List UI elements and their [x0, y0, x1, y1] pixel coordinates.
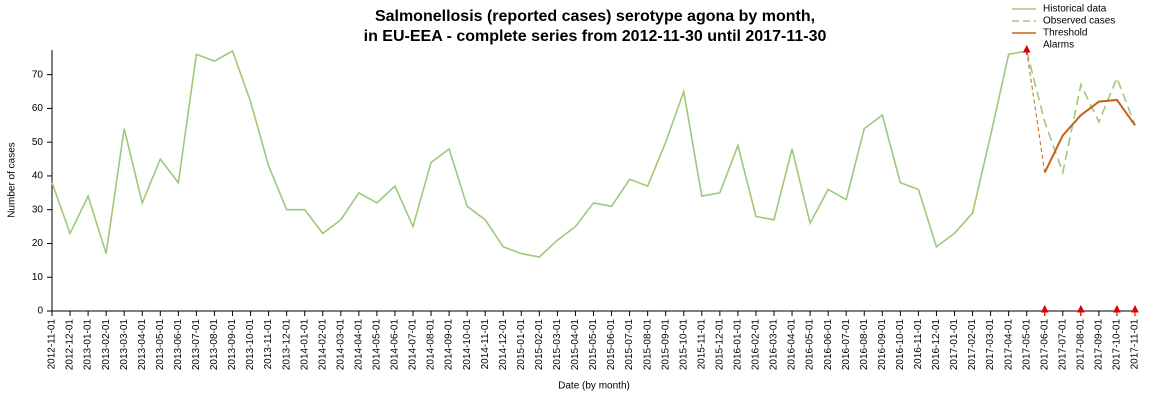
- y-tick-label: 60: [32, 103, 44, 114]
- x-tick-label: 2013-06-01: [173, 319, 184, 371]
- x-tick-label: 2017-05-01: [1021, 319, 1032, 371]
- x-tick-label: 2014-03-01: [335, 319, 346, 371]
- x-tick-label: 2015-02-01: [534, 319, 545, 371]
- x-tick-label: 2013-05-01: [155, 319, 166, 371]
- series-line: [1043, 98, 1136, 173]
- y-tick-label: 0: [37, 306, 43, 317]
- y-tick-label: 70: [32, 69, 44, 80]
- x-tick-label: 2014-02-01: [317, 319, 328, 371]
- x-tick-label: 2016-09-01: [877, 319, 888, 371]
- x-tick-label: 2016-03-01: [769, 319, 780, 371]
- y-tick-label: 10: [32, 272, 44, 283]
- y-tick-label: 50: [32, 137, 44, 148]
- x-tick-label: 2014-04-01: [353, 319, 364, 371]
- x-tick-label: 2013-12-01: [281, 319, 292, 371]
- x-tick-label: 2016-02-01: [751, 319, 762, 371]
- x-tick-label: 2015-04-01: [570, 319, 581, 371]
- alarm-marker: [1077, 304, 1085, 315]
- x-tick-label: 2016-08-01: [859, 319, 870, 371]
- legend-label: Alarms: [1043, 40, 1074, 51]
- x-tick-label: 2017-11-01: [1130, 319, 1141, 370]
- x-tick-label: 2017-08-01: [1075, 319, 1086, 371]
- x-tick-label: 2016-12-01: [931, 319, 942, 371]
- x-tick-label: 2014-05-01: [372, 319, 383, 371]
- alarm-marker: [1022, 44, 1031, 55]
- x-tick-label: 2014-12-01: [498, 319, 509, 371]
- x-tick-label: 2017-10-01: [1112, 319, 1123, 371]
- x-tick-label: 2017-09-01: [1094, 319, 1105, 371]
- y-tick-label: 20: [32, 238, 44, 249]
- y-axis-label: Number of cases: [7, 142, 18, 218]
- x-tick-label: 2013-10-01: [245, 319, 256, 371]
- legend-label: Threshold: [1043, 28, 1087, 39]
- x-tick-label: 2013-09-01: [227, 319, 238, 371]
- x-tick-label: 2014-11-01: [480, 319, 491, 370]
- x-tick-label: 2016-05-01: [805, 319, 816, 371]
- x-tick-label: 2014-07-01: [408, 319, 419, 371]
- x-tick-label: 2015-08-01: [642, 319, 653, 371]
- x-tick-label: 2014-09-01: [444, 319, 455, 371]
- alarm-marker: [1131, 304, 1139, 315]
- x-tick-label: 2017-02-01: [967, 319, 978, 371]
- x-axis-label: Date (by month): [558, 381, 630, 392]
- y-tick-label: 40: [32, 171, 44, 182]
- x-tick-label: 2016-01-01: [733, 319, 744, 371]
- x-tick-label: 2014-06-01: [390, 319, 401, 371]
- legend-label: Observed cases: [1043, 16, 1115, 27]
- x-tick-label: 2015-05-01: [588, 319, 599, 371]
- alarm-marker: [1040, 304, 1049, 315]
- x-tick-label: 2015-11-01: [696, 319, 707, 370]
- x-tick-label: 2015-10-01: [678, 319, 689, 371]
- x-tick-label: 2014-01-01: [299, 319, 310, 371]
- x-tick-label: 2015-07-01: [624, 319, 635, 371]
- x-tick-label: 2015-12-01: [714, 319, 725, 371]
- x-tick-label: 2012-11-01: [47, 319, 58, 370]
- x-tick-label: 2016-06-01: [823, 319, 834, 371]
- x-tick-label: 2016-07-01: [841, 319, 852, 371]
- x-tick-label: 2016-11-01: [913, 319, 924, 370]
- x-tick-label: 2014-10-01: [462, 319, 473, 371]
- x-tick-label: 2017-04-01: [1003, 319, 1014, 371]
- alarm-marker: [1113, 304, 1121, 315]
- series-line: [51, 49, 1027, 258]
- y-tick-label: 30: [32, 204, 44, 215]
- legend-label: Historical data: [1043, 4, 1107, 15]
- x-tick-label: 2012-12-01: [65, 319, 76, 371]
- x-tick-label: 2017-03-01: [985, 319, 996, 371]
- x-tick-label: 2017-01-01: [949, 319, 960, 371]
- x-tick-label: 2013-04-01: [137, 319, 148, 371]
- x-tick-label: 2013-03-01: [119, 319, 130, 371]
- chart-subtitle: in EU-EEA - complete series from 2012-11…: [364, 28, 827, 45]
- x-tick-label: 2016-04-01: [787, 319, 798, 371]
- x-tick-label: 2014-08-01: [426, 319, 437, 371]
- x-tick-label: 2015-01-01: [516, 319, 527, 371]
- x-tick-label: 2013-08-01: [209, 319, 220, 371]
- x-tick-label: 2013-11-01: [263, 319, 274, 370]
- series-line: [1025, 50, 1136, 176]
- x-tick-label: 2015-06-01: [606, 319, 617, 371]
- x-tick-label: 2013-02-01: [101, 319, 112, 371]
- x-tick-label: 2015-03-01: [552, 319, 563, 371]
- x-tick-label: 2017-07-01: [1057, 319, 1068, 371]
- chart-title: Salmonellosis (reported cases) serotype …: [375, 8, 815, 25]
- x-tick-label: 2016-10-01: [895, 319, 906, 371]
- x-tick-label: 2017-06-01: [1039, 319, 1050, 371]
- x-tick-label: 2015-09-01: [660, 319, 671, 371]
- x-tick-label: 2013-01-01: [83, 319, 94, 371]
- x-tick-label: 2013-07-01: [191, 319, 202, 371]
